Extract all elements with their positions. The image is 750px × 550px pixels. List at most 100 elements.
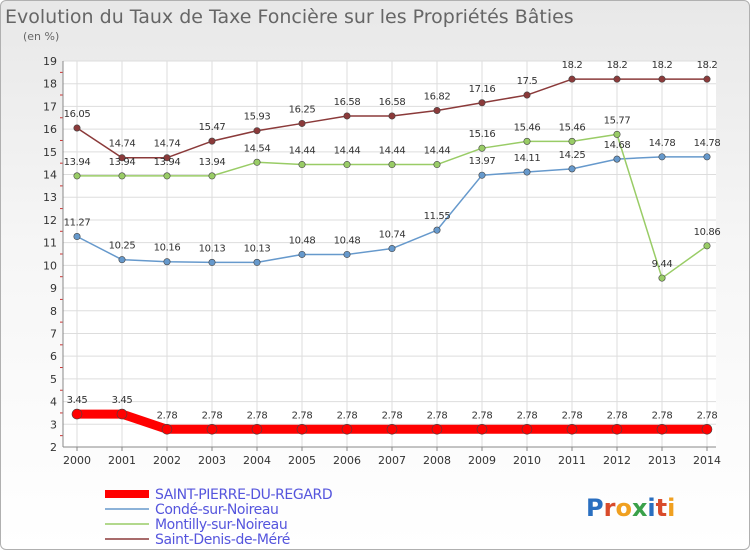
data-label: 13.94 <box>109 157 136 168</box>
data-point <box>523 168 531 176</box>
data-label: 14.44 <box>334 146 361 157</box>
data-label: 2.78 <box>292 410 313 421</box>
data-point <box>208 172 216 180</box>
x-tick-label: 2014 <box>693 454 721 467</box>
data-label: 14.78 <box>649 138 676 149</box>
x-tick-label: 2001 <box>108 454 136 467</box>
data-label: 13.97 <box>469 156 496 167</box>
data-point <box>701 423 713 435</box>
data-label: 18.2 <box>697 60 718 71</box>
y-tick-label: 6 <box>50 350 57 363</box>
data-point <box>658 274 666 282</box>
data-label: 15.46 <box>514 122 541 133</box>
data-label: 10.86 <box>694 227 721 238</box>
x-tick-label: 2007 <box>378 454 406 467</box>
data-point <box>116 408 128 420</box>
data-labels: 3.45 3.45 2.78 2.78 2.78 2.78 2.78 2.78 2.78 2.78… <box>64 60 721 421</box>
data-label: 2.78 <box>607 410 628 421</box>
data-label: 16.58 <box>379 97 406 108</box>
data-label: 14.44 <box>424 146 451 157</box>
data-label: 3.45 <box>67 395 88 406</box>
data-label: 15.46 <box>559 122 586 133</box>
x-tick-label: 2008 <box>423 454 451 467</box>
data-point <box>433 161 441 169</box>
data-point <box>163 172 171 180</box>
data-point <box>433 226 441 234</box>
x-tick-label: 2002 <box>153 454 181 467</box>
legend-label: Saint-Denis-de-Méré <box>155 532 290 548</box>
data-label: 11.55 <box>424 211 451 222</box>
data-label: 9.44 <box>652 259 673 270</box>
data-point <box>703 242 711 250</box>
data-label: 10.13 <box>244 243 271 254</box>
data-label: 16.82 <box>424 91 451 102</box>
legend-label: SAINT-PIERRE-DU-REGARD <box>155 487 332 503</box>
x-tick-label: 2012 <box>603 454 631 467</box>
data-label: 2.78 <box>562 410 583 421</box>
data-label: 10.48 <box>334 235 361 246</box>
y-tick-label: 3 <box>50 418 57 431</box>
data-label: 16.05 <box>64 109 91 120</box>
data-label: 15.77 <box>604 115 631 126</box>
data-point <box>343 112 351 120</box>
x-tick-label: 2005 <box>288 454 316 467</box>
data-label: 16.25 <box>289 104 316 115</box>
data-label: 15.47 <box>199 122 226 133</box>
data-label: 14.11 <box>514 153 541 164</box>
data-point <box>613 75 621 83</box>
y-tick-label: 14 <box>43 169 57 182</box>
y-tick-label: 17 <box>43 100 57 113</box>
data-point <box>161 423 173 435</box>
data-label: 13.94 <box>154 157 181 168</box>
data-point <box>298 161 306 169</box>
grid <box>63 60 716 448</box>
data-point <box>388 112 396 120</box>
legend-label: Condé-sur-Noireau <box>155 502 279 518</box>
data-label: 17.16 <box>469 84 496 95</box>
data-point <box>208 258 216 266</box>
data-label: 14.78 <box>694 138 721 149</box>
data-point <box>658 153 666 161</box>
data-label: 2.78 <box>652 410 673 421</box>
data-point <box>521 423 533 435</box>
data-label: 18.2 <box>607 60 628 71</box>
data-point <box>163 258 171 266</box>
data-point <box>253 127 261 135</box>
data-point <box>71 408 83 420</box>
y-tick-label: 16 <box>43 123 57 136</box>
data-point <box>431 423 443 435</box>
legend-label: Montilly-sur-Noireau <box>155 517 287 533</box>
data-point <box>251 423 263 435</box>
data-point <box>118 256 126 264</box>
data-label: 15.16 <box>469 129 496 140</box>
data-label: 15.93 <box>244 112 271 123</box>
y-tick-label: 9 <box>50 282 57 295</box>
data-point <box>656 423 668 435</box>
axes: 2 3 4 5 6 7 8 9 10 11 12 13 14 15 16 17 18 19 2000 2001 2002… <box>43 55 721 467</box>
chart-title: Evolution du Taux de Taxe Foncière sur l… <box>5 6 574 28</box>
proxiti-logo: Proxiti <box>586 494 675 522</box>
data-label: 10.48 <box>289 235 316 246</box>
data-point <box>298 250 306 258</box>
data-point <box>613 130 621 138</box>
data-label: 14.44 <box>289 146 316 157</box>
x-tick-label: 2006 <box>333 454 361 467</box>
data-label: 14.54 <box>244 143 271 154</box>
data-label: 14.68 <box>604 140 631 151</box>
data-label: 11.27 <box>64 218 91 229</box>
data-label: 2.78 <box>697 410 718 421</box>
data-point <box>568 165 576 173</box>
data-label: 2.78 <box>382 410 403 421</box>
data-label: 2.78 <box>472 410 493 421</box>
y-tick-label: 5 <box>50 373 57 386</box>
data-label: 10.25 <box>109 241 136 252</box>
data-label: 10.16 <box>154 243 181 254</box>
data-point <box>73 172 81 180</box>
y-tick-label: 4 <box>50 396 57 409</box>
data-point <box>296 423 308 435</box>
data-point <box>298 119 306 127</box>
data-point <box>386 423 398 435</box>
x-tick-label: 2004 <box>243 454 271 467</box>
data-point <box>206 423 218 435</box>
y-tick-label: 10 <box>43 259 57 272</box>
